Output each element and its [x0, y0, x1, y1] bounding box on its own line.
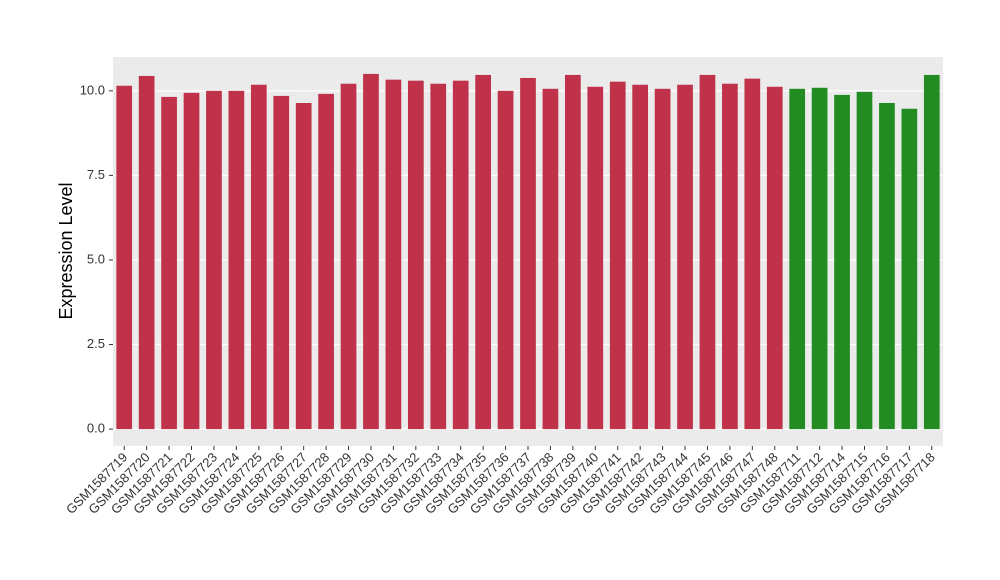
bar	[318, 93, 334, 430]
bar	[654, 88, 671, 430]
bar	[183, 92, 200, 430]
y-tick-label: 10.0	[80, 82, 105, 97]
bar	[452, 80, 469, 430]
bar	[340, 83, 357, 430]
bar	[811, 87, 828, 430]
bar	[138, 75, 155, 430]
bar	[587, 86, 604, 430]
bar	[923, 74, 940, 430]
bar	[901, 108, 918, 430]
bar	[789, 88, 806, 430]
bar	[273, 95, 290, 430]
bar	[565, 74, 581, 430]
bar	[766, 86, 783, 430]
bar	[722, 83, 738, 430]
bar	[475, 74, 491, 430]
bar	[856, 91, 873, 430]
y-tick-label: 5.0	[87, 251, 105, 266]
y-tick-label: 2.5	[87, 336, 105, 351]
bar	[385, 79, 402, 430]
bar	[116, 85, 133, 430]
bar	[542, 88, 559, 430]
bar	[699, 74, 716, 430]
bar	[363, 73, 379, 430]
bar	[407, 80, 424, 430]
bar	[520, 77, 536, 430]
bar	[677, 84, 693, 430]
bar	[206, 90, 222, 430]
bar	[161, 96, 177, 430]
bar	[879, 103, 895, 430]
bar	[744, 78, 761, 430]
bar	[430, 83, 447, 430]
bar	[497, 90, 514, 430]
bar	[228, 90, 245, 430]
y-tick-label: 0.0	[87, 421, 105, 436]
y-axis-title: Expression Level	[56, 182, 76, 319]
bar	[834, 94, 850, 430]
y-tick-label: 7.5	[87, 167, 105, 182]
bar	[632, 84, 649, 430]
bar	[250, 84, 267, 430]
bar	[609, 81, 626, 430]
bar	[295, 103, 312, 430]
